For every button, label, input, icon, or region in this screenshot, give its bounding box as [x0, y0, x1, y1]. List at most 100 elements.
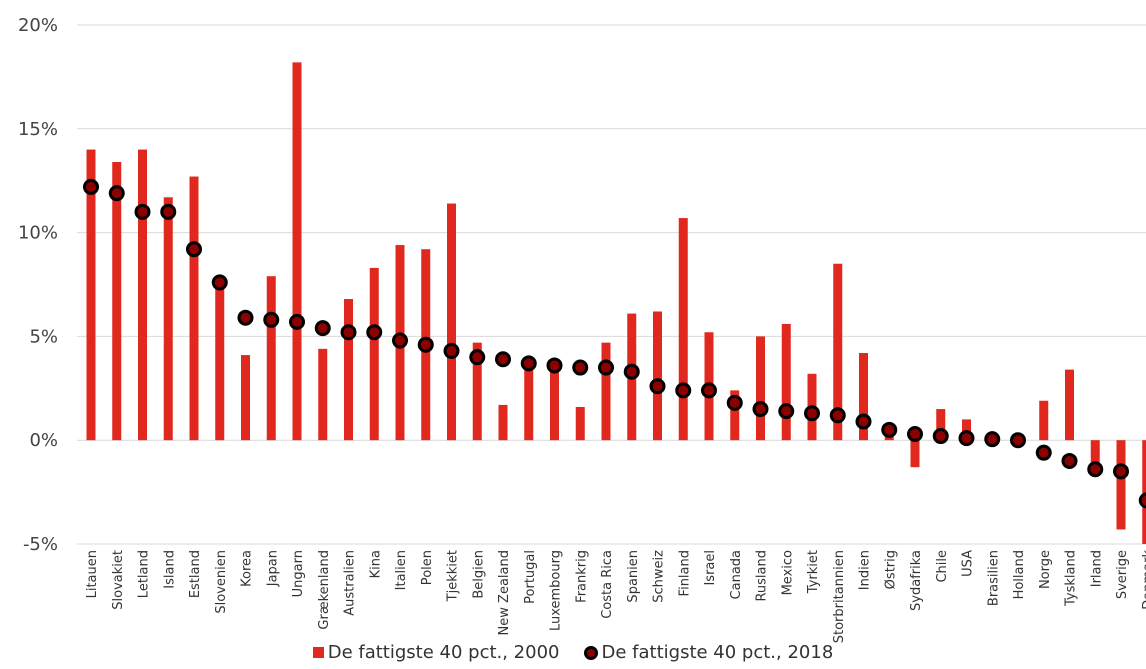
point-2018 [520, 355, 537, 372]
x-tick-label: Norge [1038, 550, 1053, 589]
bar-2000 [86, 149, 96, 441]
x-tick-label: Estland [188, 550, 203, 598]
x-tick-label: Portugal [523, 550, 538, 604]
point-2018 [392, 332, 408, 349]
point-2018 [623, 363, 640, 380]
bar-2000 [447, 203, 456, 441]
x-tick-label: New Zealand [497, 550, 512, 635]
bar-2000 [1065, 369, 1074, 441]
x-tick-label: Schweiz [652, 550, 667, 603]
point-2018 [469, 349, 486, 366]
bar-2000 [498, 404, 508, 441]
point-2018 [211, 274, 228, 291]
x-tick-label: Japan [265, 550, 280, 587]
bar-2000 [756, 336, 765, 441]
point-2018 [701, 382, 717, 399]
legend-item-2000: De fattigste 40 pct., 2000 [312, 642, 560, 663]
point-2018 [1061, 452, 1078, 469]
x-tick-label: Belgien [471, 550, 486, 599]
bar-2000 [241, 355, 250, 441]
bar-2000 [215, 282, 225, 441]
x-tick-label: Slovakiet [111, 550, 126, 610]
x-tick-label: Luxembourg [549, 550, 564, 631]
bar-2000 [138, 149, 147, 441]
point-2018 [984, 431, 1001, 448]
point-2018 [855, 413, 872, 430]
bar-2000 [266, 276, 276, 441]
x-tick-label: Frankrig [574, 550, 589, 603]
x-tick-label: Irland [1089, 550, 1104, 587]
bar-2000 [575, 406, 585, 441]
y-tick-label: 20% [18, 15, 58, 36]
x-tick-label: Østrig [883, 550, 898, 589]
point-2018 [932, 428, 949, 445]
point-2018 [907, 425, 923, 442]
point-2018 [263, 311, 280, 328]
bar-2000 [653, 311, 662, 441]
x-tick-label: Spanien [626, 550, 641, 603]
x-tick-label: Canada [729, 550, 744, 599]
x-tick-label: Storbritannien [832, 550, 847, 643]
point-2018 [83, 178, 99, 195]
bar-2000 [833, 263, 843, 441]
bar-2000 [936, 409, 946, 441]
x-tick-label: Grækenland [317, 550, 332, 630]
x-tick-label: Tjekkiet [446, 550, 461, 602]
bar-2000 [1116, 440, 1126, 530]
point-2018 [1138, 492, 1146, 509]
bar-2000 [1090, 440, 1100, 466]
point-2018 [340, 324, 357, 341]
point-2018 [572, 359, 589, 376]
y-tick-label: 0% [29, 430, 58, 451]
point-2018 [289, 313, 305, 330]
x-tick-label: Korea [240, 550, 255, 587]
point-2018 [829, 407, 846, 424]
point-2018 [598, 359, 614, 376]
point-2018 [778, 403, 795, 420]
point-2018 [752, 401, 769, 418]
x-tick-label: Kina [368, 550, 383, 578]
bar-2000 [962, 419, 971, 441]
x-tick-label: Indien [858, 550, 873, 590]
point-2018 [675, 382, 692, 399]
x-tick-label: Finland [677, 550, 692, 596]
point-2018 [237, 309, 254, 326]
bar-2000 [730, 390, 740, 441]
point-2018 [1035, 444, 1052, 461]
legend-label-2018: De fattigste 40 pct., 2018 [601, 642, 834, 663]
bar-2000 [1142, 440, 1146, 544]
x-tick-label: Rusland [755, 550, 770, 602]
y-tick-label: 15% [18, 119, 58, 140]
x-tick-label: Slovenien [214, 550, 229, 614]
point-2018 [1087, 461, 1104, 478]
bar-2000 [678, 218, 688, 441]
legend: De fattigste 40 pct., 2000 De fattigste … [0, 642, 1146, 663]
y-tick-label: 5% [29, 326, 58, 347]
point-2018 [443, 342, 460, 359]
x-tick-label: Danmark [1141, 550, 1146, 610]
point-2018 [1113, 463, 1129, 480]
x-tick-label: Italien [394, 550, 409, 590]
point-2018 [881, 421, 898, 438]
legend-item-2018: De fattigste 40 pct., 2018 [583, 642, 834, 663]
point-2018 [958, 430, 975, 447]
bar-2000 [369, 267, 379, 441]
x-tick-label: Mexico [780, 550, 795, 595]
point-2018 [726, 394, 743, 411]
bar-2000 [344, 299, 353, 441]
x-tick-label: Holland [1012, 550, 1027, 599]
x-tick-label: Sverige [1115, 550, 1130, 599]
point-2018 [546, 357, 563, 374]
x-tick-label: Letland [137, 550, 152, 598]
x-tick-label: Tyskland [1064, 550, 1079, 607]
point-2018 [1010, 432, 1026, 449]
legend-label-2000: De fattigste 40 pct., 2000 [327, 642, 560, 663]
point-2018 [804, 405, 820, 422]
x-tick-label: Costa Rica [600, 550, 615, 619]
y-tick-label: -5% [23, 534, 58, 555]
bar-2000 [601, 342, 611, 441]
y-tick-label: 10% [18, 223, 58, 244]
point-2018 [495, 351, 511, 368]
point-2018 [160, 203, 177, 220]
